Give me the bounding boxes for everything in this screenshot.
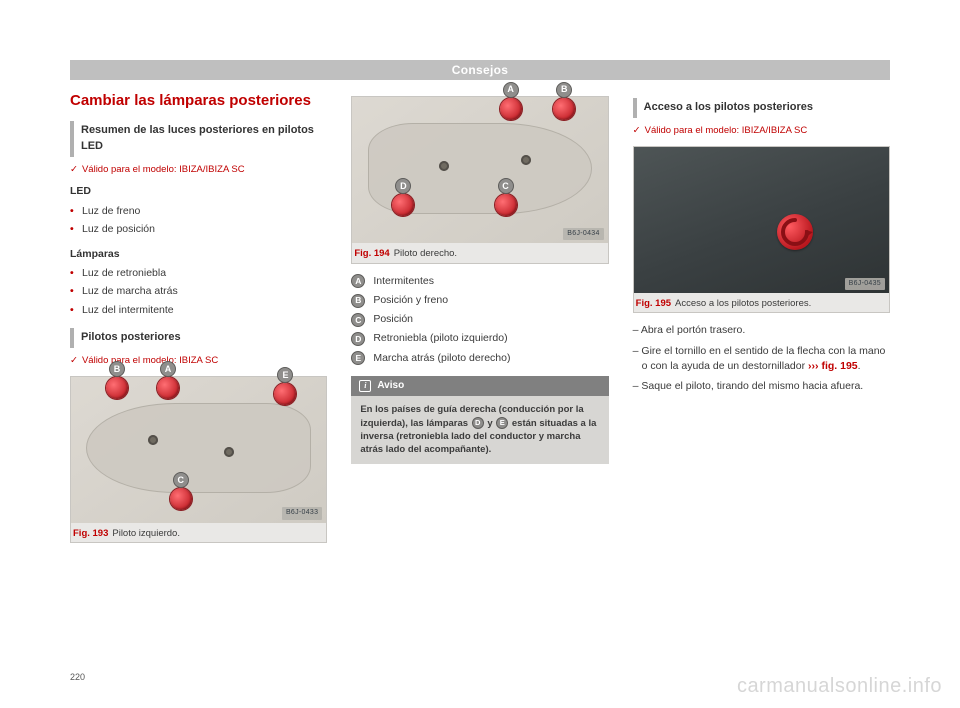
step-text: – Abra el portón trasero.	[633, 323, 890, 338]
mount-hole	[148, 435, 158, 445]
figure-caption: Fig. 195 Acceso a los pilotos posteriores…	[634, 293, 889, 313]
step-text: – Gire el tornillo en el sentido de la f…	[633, 344, 890, 374]
chevron-icon: ›››	[808, 360, 819, 372]
badge-c-icon: C	[351, 313, 365, 327]
led-label: LED	[70, 184, 327, 199]
list-item: A Intermitentes	[351, 274, 608, 289]
callout-marker: C	[170, 488, 192, 510]
sub-led-summary: Resumen de las luces posteriores en pilo…	[70, 121, 327, 157]
check-icon: ✓	[70, 355, 78, 366]
page-number: 220	[70, 672, 85, 682]
valid-text: Válido para el modelo: IBIZA/IBIZA SC	[645, 125, 808, 136]
callout-marker: A	[157, 377, 179, 399]
badge-b-icon: B	[351, 294, 365, 308]
sub-pilotos: Pilotos posteriores	[70, 328, 327, 348]
lamp-label: Lámparas	[70, 247, 327, 262]
figure-caption: Fig. 193 Piloto izquierdo.	[71, 523, 326, 543]
assembly-outline	[86, 403, 311, 494]
badge-a-icon: A	[351, 274, 365, 288]
lamp-list: Luz de retroniebla Luz de marcha atrás L…	[70, 266, 327, 318]
list-item: Luz de posición	[70, 222, 327, 237]
valid-text: Válido para el modelo: IBIZA SC	[82, 355, 218, 366]
marker-definitions: A Intermitentes B Posición y freno C Posici…	[351, 274, 608, 366]
rotate-arrow-icon	[777, 214, 813, 250]
check-icon: ✓	[70, 164, 78, 175]
figure-195: B6J-0435 Fig. 195 Acceso a los pilotos po…	[633, 146, 890, 314]
callout-marker: C	[495, 194, 517, 216]
section-title: Cambiar las lámparas posteriores	[70, 92, 327, 111]
def-text: Posición y freno	[373, 293, 448, 308]
steps: – Abra el portón trasero. – Gire el torn…	[633, 323, 890, 394]
callout-label: B	[556, 82, 572, 98]
def-text: Retroniebla (piloto izquierdo)	[373, 331, 507, 346]
col-2: B6J-0434 ABDC Fig. 194Piloto derecho. AI…	[351, 92, 608, 543]
watermark: carmanualsonline.info	[737, 675, 942, 698]
list-item: B Posición y freno	[351, 293, 608, 308]
mount-hole	[224, 447, 234, 457]
list-item: D Retroniebla (piloto izquierdo)	[351, 331, 608, 346]
image-code: B6J-0434	[563, 228, 603, 240]
figure-ref: Fig. 194	[354, 248, 389, 259]
columns: Cambiar las lámparas posteriores Resumen…	[70, 92, 890, 543]
list-item: E Marcha atrás (piloto derecho)	[351, 351, 608, 366]
figure-image: B6J-0435	[634, 147, 889, 293]
def-text: Intermitentes	[373, 274, 434, 289]
aviso-header: i Aviso	[351, 376, 608, 397]
aviso-text: y	[485, 418, 496, 429]
list-item: Luz del intermitente	[70, 303, 327, 318]
col-3: Acceso a los pilotos posteriores ✓ Válido…	[633, 92, 890, 543]
valid-note-1: ✓ Válido para el modelo: IBIZA/IBIZA SC	[70, 163, 327, 177]
callout-label: A	[160, 361, 176, 377]
callout-label: C	[498, 178, 514, 194]
valid-text: Válido para el modelo: IBIZA/IBIZA SC	[82, 164, 245, 175]
callout-marker: E	[274, 383, 296, 405]
manual-page: Consejos Cambiar las lámparas posteriore…	[0, 0, 960, 708]
figure-caption-text: Piloto izquierdo.	[112, 528, 180, 539]
callout-label: C	[173, 472, 189, 488]
step-post: .	[858, 360, 861, 372]
step-text: – Saque el piloto, tirando del mismo hac…	[633, 379, 890, 394]
info-icon: i	[359, 380, 371, 392]
figure-193: B6J-0433 B A E C Fig. 193 Piloto izquierdo.	[70, 376, 327, 544]
badge-e-icon: E	[351, 351, 365, 365]
figure-194: B6J-0434 A B D C Fig. 194 Piloto derecho.	[351, 96, 608, 264]
aviso-body: En los países de guía derecha (conducció…	[351, 396, 608, 463]
figure-caption: Fig. 194 Piloto derecho.	[352, 243, 607, 263]
figure-image: B6J-0434 A B D C	[352, 97, 607, 243]
figure-ref: Fig. 193	[73, 528, 108, 539]
figure-caption-text: Piloto derecho.	[394, 248, 457, 259]
col-1: Cambiar las lámparas posteriores Resumen…	[70, 92, 327, 543]
callout-marker: B	[106, 377, 128, 399]
list-item: Luz de retroniebla	[70, 266, 327, 281]
callout-label: D	[395, 178, 411, 194]
list-item: C Posición	[351, 312, 608, 327]
page-header: Consejos	[70, 60, 890, 80]
figure-image: B6J-0433 B A E C	[71, 377, 326, 523]
sub-acceso: Acceso a los pilotos posteriores	[633, 98, 890, 118]
callout-label: E	[277, 367, 293, 383]
list-item: Luz de freno	[70, 204, 327, 219]
callout-marker: B	[553, 98, 575, 120]
badge-d-icon: D	[351, 332, 365, 346]
callout-marker: A	[500, 98, 522, 120]
figure-caption-text: Acceso a los pilotos posteriores.	[675, 298, 811, 309]
aviso-title: Aviso	[377, 379, 404, 394]
valid-note-3: ✓ Válido para el modelo: IBIZA/IBIZA SC	[633, 124, 890, 138]
badge-e-icon: E	[496, 417, 508, 429]
led-list: Luz de freno Luz de posición	[70, 204, 327, 237]
badge-d-icon: D	[472, 417, 484, 429]
callout-label: A	[503, 82, 519, 98]
def-text: Marcha atrás (piloto derecho)	[373, 351, 510, 366]
figure-ref: Fig. 195	[636, 298, 671, 309]
list-item: Luz de marcha atrás	[70, 284, 327, 299]
def-text: Posición	[373, 312, 413, 327]
callout-label: B	[109, 361, 125, 377]
image-code: B6J-0435	[845, 278, 885, 290]
check-icon: ✓	[633, 125, 641, 136]
image-code: B6J-0433	[282, 507, 322, 519]
fig-link: fig. 195	[819, 360, 858, 372]
